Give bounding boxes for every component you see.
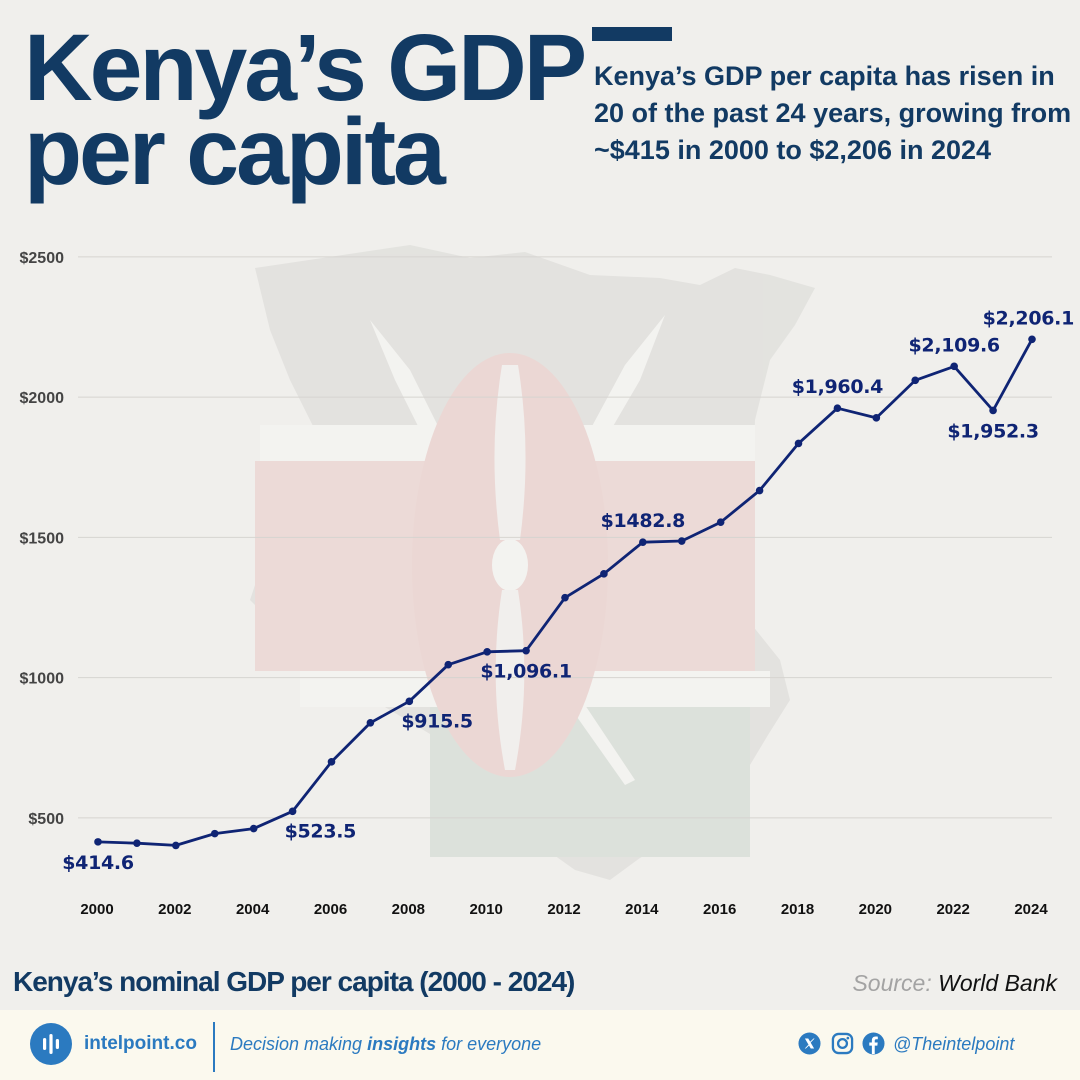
x-tick-label: 2022 [936,901,969,918]
source-note: Source: World Bank [852,970,1057,997]
data-point [794,439,803,448]
x-tick-label: 2012 [547,901,580,918]
data-label: $1,952.3 [947,420,1038,442]
page-title: Kenya’s GDP per capita [24,15,587,205]
shield-white-center [492,539,528,591]
data-point [172,841,180,850]
logo-icon[interactable] [30,1023,72,1065]
data-point [327,757,336,766]
spear-shaft [565,690,635,785]
x-axis-ticks: 2000 2002 2004 2006 2008 2010 2012 2014 2016 2018… [80,901,1048,918]
tagline: Decision making insights for everyone [230,1034,541,1055]
facebook-icon[interactable] [862,1032,885,1055]
y-tick-label: $2500 [20,250,65,267]
y-tick-label: $500 [28,811,64,828]
footer: intelpoint.co Decision making insights f… [0,1010,1080,1080]
shield-white-bottom [495,590,525,770]
source-label: Source: [852,970,932,996]
data-point [716,518,725,527]
data-point [872,414,881,422]
data-label: $414.6 [62,852,134,874]
y-tick-label: $1500 [20,530,65,547]
tagline-post: for everyone [441,1034,542,1054]
data-point [444,660,453,669]
accent-bar [592,27,672,41]
x-tick-label: 2014 [625,901,659,918]
data-point [210,829,219,838]
brand-name[interactable]: intelpoint.co [84,1033,197,1054]
instagram-icon[interactable] [831,1032,854,1055]
data-point [1028,335,1036,344]
data-point [405,697,414,706]
y-axis-ticks: $500 $1000 $1500 $2000 $2500 [20,250,65,828]
data-label: $915.5 [401,710,473,732]
data-label: $523.5 [285,820,357,842]
data-point [94,838,102,846]
x-tick-label: 2018 [781,901,814,918]
kenya-map-watermark [250,245,815,880]
chart-caption: Kenya’s nominal GDP per capita (2000 - 2… [13,966,575,997]
data-point [522,646,530,655]
footer-divider [213,1022,215,1072]
data-label: $1,960.4 [792,376,883,398]
data-point [833,404,842,413]
data-point [989,406,997,415]
subtitle: Kenya’s GDP per capita has risen in 20 o… [594,61,1072,165]
data-point [639,538,647,546]
data-point [133,839,141,847]
spear-left [370,320,440,440]
x-tick-label: 2000 [80,901,113,918]
data-point [288,807,297,816]
y-tick-label: $1000 [20,671,65,688]
x-tick-label: 2008 [392,901,425,918]
data-point [677,537,686,545]
data-point [911,376,920,385]
x-tick-label: 2002 [158,901,191,918]
data-point [950,362,958,371]
data-label: $2,206.1 [983,307,1074,329]
social-handle[interactable]: @Theintelpoint [893,1034,1015,1054]
data-point [600,570,608,578]
spear-right [590,315,665,440]
x-tick-label: 2010 [469,901,502,918]
title-line-1: Kenya’s GDP [24,15,587,121]
grid-lines [78,256,1052,819]
data-point [755,486,764,495]
x-tick-label: 2024 [1014,901,1048,918]
data-points [94,335,1036,850]
data-label: $2,109.6 [908,334,999,356]
shield-white-top [494,365,526,540]
x-icon[interactable] [798,1032,821,1055]
gdp-line-chart: $500$1000$1500$2000$2500 2000 2002 2004 200… [20,245,1074,918]
data-label: $1482.8 [601,510,686,532]
title-line-2: per capita [24,99,446,205]
x-tick-label: 2020 [859,901,892,918]
data-point [366,719,375,727]
data-point [483,648,491,656]
data-labels: $414.6 $523.5 $915.5 $1,096.1 $1482.8 $1,960.… [62,307,1074,874]
x-tick-label: 2004 [236,901,270,918]
data-point [249,824,258,833]
x-tick-label: 2006 [314,901,347,918]
tagline-pre: Decision making [230,1034,363,1054]
x-tick-label: 2016 [703,901,736,918]
data-point [561,593,569,602]
tagline-bold: insights [367,1034,437,1054]
y-tick-label: $2000 [20,390,65,407]
source-value: World Bank [938,970,1057,996]
data-label: $1,096.1 [480,661,571,683]
